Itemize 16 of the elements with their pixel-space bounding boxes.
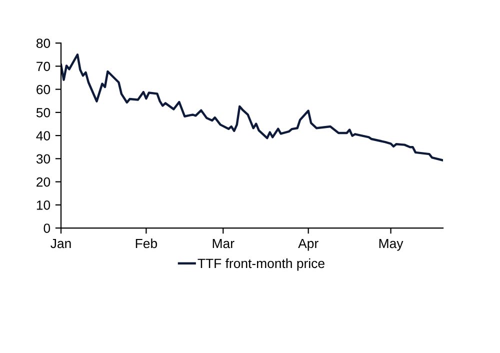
y-tick-label: 50 xyxy=(36,108,50,118)
y-tick-label: 20 xyxy=(36,177,50,187)
y-tick-label: 0 xyxy=(44,224,50,233)
y-tick-label: 80 xyxy=(36,38,50,48)
x-tick-label: Feb xyxy=(136,238,158,248)
y-tick-label: 60 xyxy=(36,84,50,94)
x-tick-label: Apr xyxy=(298,238,318,251)
line-series xyxy=(61,54,443,162)
y-tick-label: 30 xyxy=(36,154,50,164)
x-tick-label: Mar xyxy=(212,238,234,248)
x-tick-label: Jan xyxy=(50,238,71,248)
legend-label: TTF front-month price xyxy=(198,258,324,271)
x-tick-label: May xyxy=(379,238,404,251)
y-tick-label: 40 xyxy=(36,131,50,140)
y-tick-label: 70 xyxy=(36,62,50,72)
y-tick-label: 10 xyxy=(36,200,50,210)
